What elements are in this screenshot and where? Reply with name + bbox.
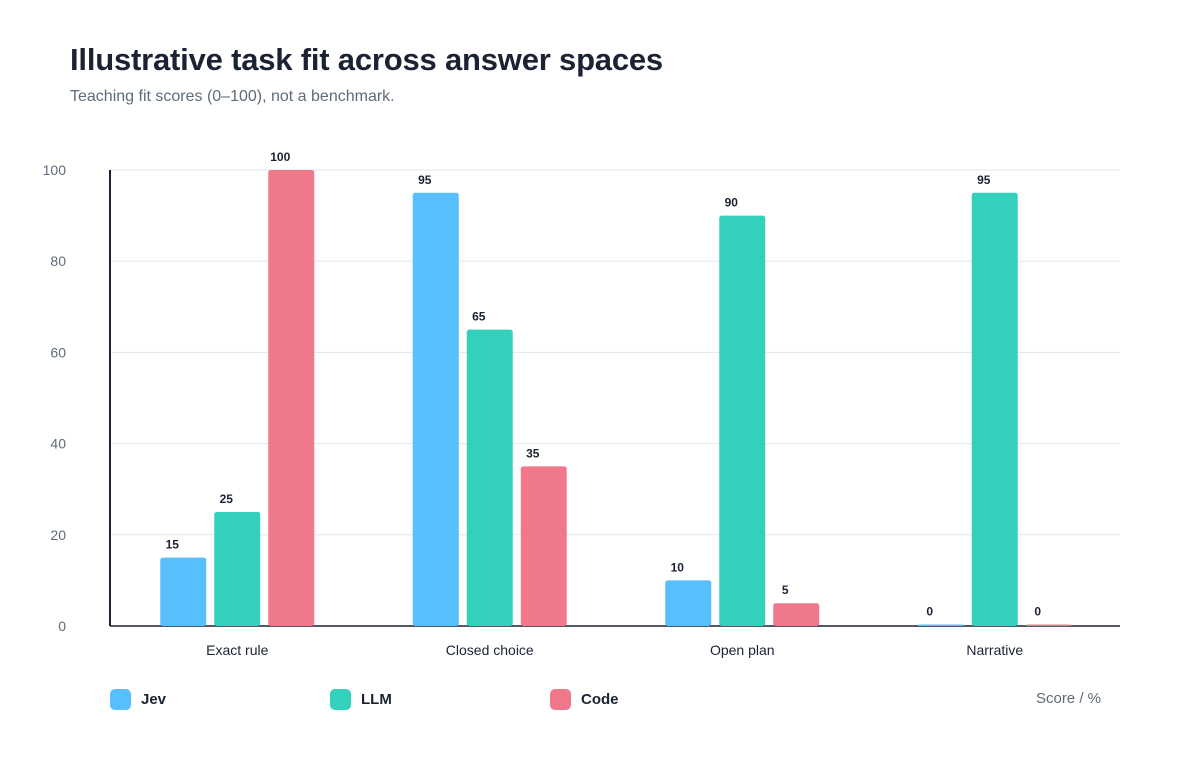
bar-llm-open-plan xyxy=(719,215,766,626)
bar-code-exact-rule xyxy=(268,170,315,626)
y-tick-label: 0 xyxy=(58,618,66,634)
bar-llm-closed-choice xyxy=(466,329,513,626)
y-tick-label: 60 xyxy=(50,344,66,360)
legend-swatch-llm xyxy=(330,689,351,710)
y-tick-label: 40 xyxy=(50,436,66,452)
data-label: 0 xyxy=(926,605,933,619)
data-label: 10 xyxy=(671,560,685,574)
x-tick-label: Narrative xyxy=(966,642,1023,658)
legend-label-llm: LLM xyxy=(361,691,392,708)
bar-jev-exact-rule xyxy=(160,557,207,626)
unit-label: Score / % xyxy=(1035,690,1101,707)
data-label: 15 xyxy=(166,538,180,552)
x-tick-label: Closed choice xyxy=(446,642,534,658)
data-label: 0 xyxy=(1034,605,1041,619)
data-label: 100 xyxy=(270,150,290,164)
bar-code-open-plan xyxy=(773,603,820,626)
data-label: 25 xyxy=(220,492,234,506)
x-tick-label: Exact rule xyxy=(206,642,268,658)
data-label: 95 xyxy=(977,173,991,187)
legend-swatch-code xyxy=(550,689,571,710)
chart-title: Illustrative task fit across answer spac… xyxy=(70,42,663,77)
legend-item-jev: Jev xyxy=(110,689,166,710)
y-tick-label: 80 xyxy=(50,253,66,269)
legend-label-code: Code xyxy=(581,691,619,708)
bar-jev-open-plan xyxy=(665,580,712,626)
bar-llm-exact-rule xyxy=(214,512,261,626)
y-tick-label: 100 xyxy=(43,162,67,178)
bar-code-narrative xyxy=(1025,624,1072,626)
legend-item-code: Code xyxy=(550,689,619,710)
bar-llm-narrative xyxy=(971,192,1018,627)
data-label: 95 xyxy=(418,173,432,187)
bar-jev-closed-choice xyxy=(412,192,459,627)
chart-subtitle: Teaching fit scores (0–100), not a bench… xyxy=(70,88,395,105)
legend-item-llm: LLM xyxy=(330,689,392,710)
legend-label-jev: Jev xyxy=(141,691,167,708)
data-label: 5 xyxy=(782,583,789,597)
bar-jev-narrative xyxy=(917,624,964,626)
y-tick-label: 20 xyxy=(50,527,66,543)
legend-swatch-jev xyxy=(110,689,131,710)
bar-code-closed-choice xyxy=(520,466,567,626)
data-label: 35 xyxy=(526,446,540,460)
data-label: 90 xyxy=(725,196,739,210)
data-label: 65 xyxy=(472,310,486,324)
x-tick-label: Open plan xyxy=(710,642,775,658)
